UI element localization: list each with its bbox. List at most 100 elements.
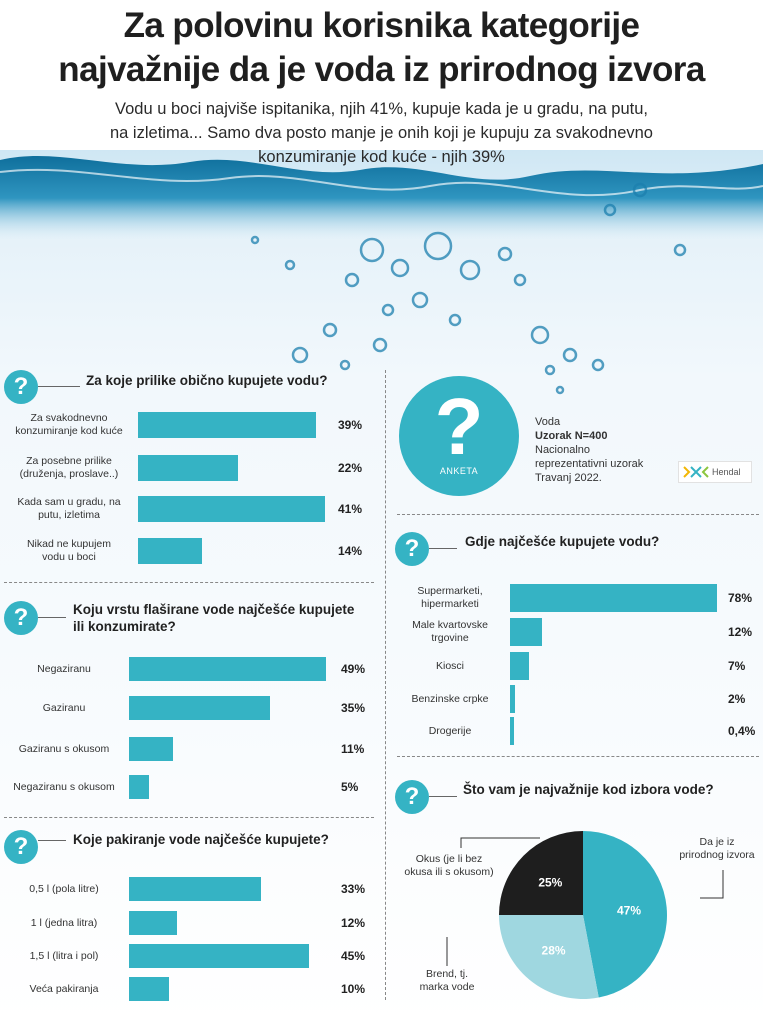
bar-value-label: 2% [728,692,746,706]
bar-label: Za svakodnevno konzumiranje kod kuće [4,412,134,438]
bar-value-label: 11% [341,742,365,756]
bar-label-line: konzumiranje kod kuće [15,425,123,437]
bar-value-label: 41% [338,502,363,516]
bar-label-line: Gaziranu s okusom [18,742,110,755]
question-icon: ? [395,780,429,814]
bar-label-line: Negaziranu s okusom [13,780,115,793]
bar-label: Benzinske crpke [396,693,504,706]
hendal-logo: Hendal [678,461,752,483]
subheadline-line-2: na izletima... Samo dva posto manje je o… [110,124,653,142]
pie-leader-line [460,837,540,848]
bar-value-label: 0,4% [728,724,756,738]
bar-label-line: putu, izletima [38,509,100,521]
bar [129,877,261,901]
bar [510,584,717,612]
bar [138,538,202,564]
pie-slice-label-line: Da je iz [699,836,735,848]
section-divider-right-1 [397,514,759,515]
bar-label-line: Kiosci [435,659,464,672]
section-divider-left-1 [4,582,374,583]
pie-slice-label-line: prirodnog izvora [679,849,755,861]
bar [510,652,529,680]
bar-value-label: 14% [338,544,363,558]
pie-slice-label-line: okusa ili s okusom) [404,866,494,878]
bar [129,977,169,1001]
subheadline-line-3: konzumiranje kod kuće - njih 39% [258,148,505,166]
pie-slice [499,915,599,999]
survey-sample: Uzorak N=400 [535,430,608,442]
bar-value-label: 5% [341,780,359,794]
pie-value-label: 47% [617,904,641,918]
bar-value-label: 10% [341,982,366,996]
section-divider-left-2 [4,817,374,818]
headline: Za polovinu korisnika kategorije najvažn… [0,4,763,92]
section-divider-right-2 [397,756,759,757]
bar-value-label: 35% [341,701,366,715]
chart-4-title: Gdje najčešće kupujete vodu? [465,534,660,549]
chart-2-title-line-2: ili konzumirate? [73,619,176,634]
bar-label-line: hipermarketi [421,598,479,610]
bar-label: Za posebne prilike (druženja, proslave..) [4,455,134,481]
title-rule [429,796,457,797]
pie-slice-label: Brend, tj. marka vode [410,968,484,994]
bar-value-label: 12% [728,625,753,639]
bar [510,717,514,745]
chart-2-title-line-1: Koju vrstu flaširane vode najčešće kupuj… [73,602,355,617]
bar-value-label: 12% [341,916,366,930]
bar-label-line: Benzinske crpke [411,692,489,705]
bar-label: 0,5 l (pola litre) [4,883,124,896]
bar [129,775,150,799]
big-question-icon: ? [434,382,484,471]
bar-label-line: (druženja, proslave..) [19,468,119,480]
bar-label-line: Za svakodnevno [30,412,108,424]
bar [129,737,174,761]
bar-label-line: Kada sam u gradu, na [17,496,121,508]
bar-label-line: Male kvartovske [412,619,488,631]
bar-label: Negaziranu s okusom [4,781,124,794]
title-rule [38,617,66,618]
bar-label: Gaziranu [4,702,124,715]
survey-badge: ? ANKETA [399,376,519,496]
title-rule [38,386,80,387]
bar-value-label: 45% [341,949,366,963]
chart-2-title: Koju vrstu flaširane vode najčešće kupuj… [73,601,378,635]
column-divider [385,370,386,1000]
title-rule [429,548,457,549]
bar-label-line: vodu u boci [42,551,96,563]
bar-value-label: 22% [338,461,363,475]
hendal-logo-icon [683,466,709,478]
bar-label-line: 0,5 l (pola litre) [29,882,99,895]
hendal-logo-text: Hendal [712,467,741,477]
bar-value-label: 78% [728,591,753,605]
bar-label-line: 1,5 l (litra i pol) [29,949,99,962]
pie-slice-label: Da je iz prirodnog izvora [672,836,762,862]
survey-badge-label: ANKETA [439,466,479,476]
bar [138,412,316,438]
bar-label: Kada sam u gradu, na putu, izletima [4,496,134,522]
survey-type-2: reprezentativni uzorak [535,458,644,470]
water-splash-illustration [0,155,763,395]
bar-label: Gaziranu s okusom [4,743,124,756]
bar-label: Drogerije [396,725,504,738]
chart-3-title: Koje pakiranje vode najčešće kupujete? [73,832,329,847]
bar-value-label: 7% [728,659,746,673]
pie-slice-label-line: marka vode [419,981,475,993]
bar [129,911,177,935]
bar-label-line: Drogerije [428,724,472,737]
headline-line-2: najvažnije da je voda iz prirodnog izvor… [58,50,705,89]
bar [129,944,309,968]
bar-value-label: 49% [341,662,366,676]
survey-topic: Voda [535,416,561,428]
bar [138,455,239,481]
bar [129,657,326,681]
bar-label: Kiosci [396,660,504,673]
subheadline-line-1: Vodu u boci najviše ispitanika, njih 41%… [115,100,648,118]
bar-label: Nikad ne kupujem vodu u boci [4,538,134,564]
bar-label: 1 l (jedna litra) [4,917,124,930]
bar-label-line: Za posebne prilike [26,455,112,467]
question-icon: ? [4,830,38,864]
pie-slice-label: Okus (je li bez okusa ili s okusom) [394,853,504,879]
pie-slice-label-line: Brend, tj. [425,968,469,980]
bar-label: Negaziranu [4,663,124,676]
